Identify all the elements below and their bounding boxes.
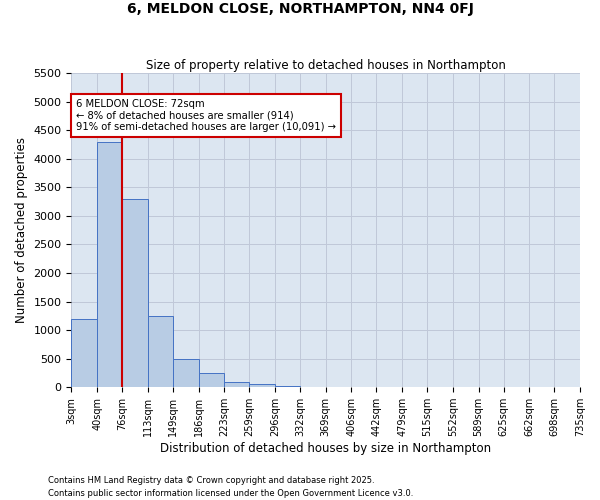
Text: 6 MELDON CLOSE: 72sqm
← 8% of detached houses are smaller (914)
91% of semi-deta: 6 MELDON CLOSE: 72sqm ← 8% of detached h… (76, 99, 336, 132)
Bar (300, 386, 326, 387)
Bar (173, 358, 199, 387)
Bar (122, 199, 148, 387)
Title: Size of property relative to detached houses in Northampton: Size of property relative to detached ho… (146, 59, 506, 72)
Bar (71, 318, 97, 387)
Y-axis label: Number of detached properties: Number of detached properties (15, 137, 28, 323)
Bar (148, 316, 173, 387)
Bar (249, 384, 275, 387)
Bar (97, 142, 122, 387)
Bar (275, 386, 300, 387)
Text: 6, MELDON CLOSE, NORTHAMPTON, NN4 0FJ: 6, MELDON CLOSE, NORTHAMPTON, NN4 0FJ (127, 2, 473, 16)
Text: Contains HM Land Registry data © Crown copyright and database right 2025.
Contai: Contains HM Land Registry data © Crown c… (48, 476, 413, 498)
X-axis label: Distribution of detached houses by size in Northampton: Distribution of detached houses by size … (160, 442, 491, 455)
Bar (199, 373, 224, 387)
Bar (224, 382, 249, 387)
